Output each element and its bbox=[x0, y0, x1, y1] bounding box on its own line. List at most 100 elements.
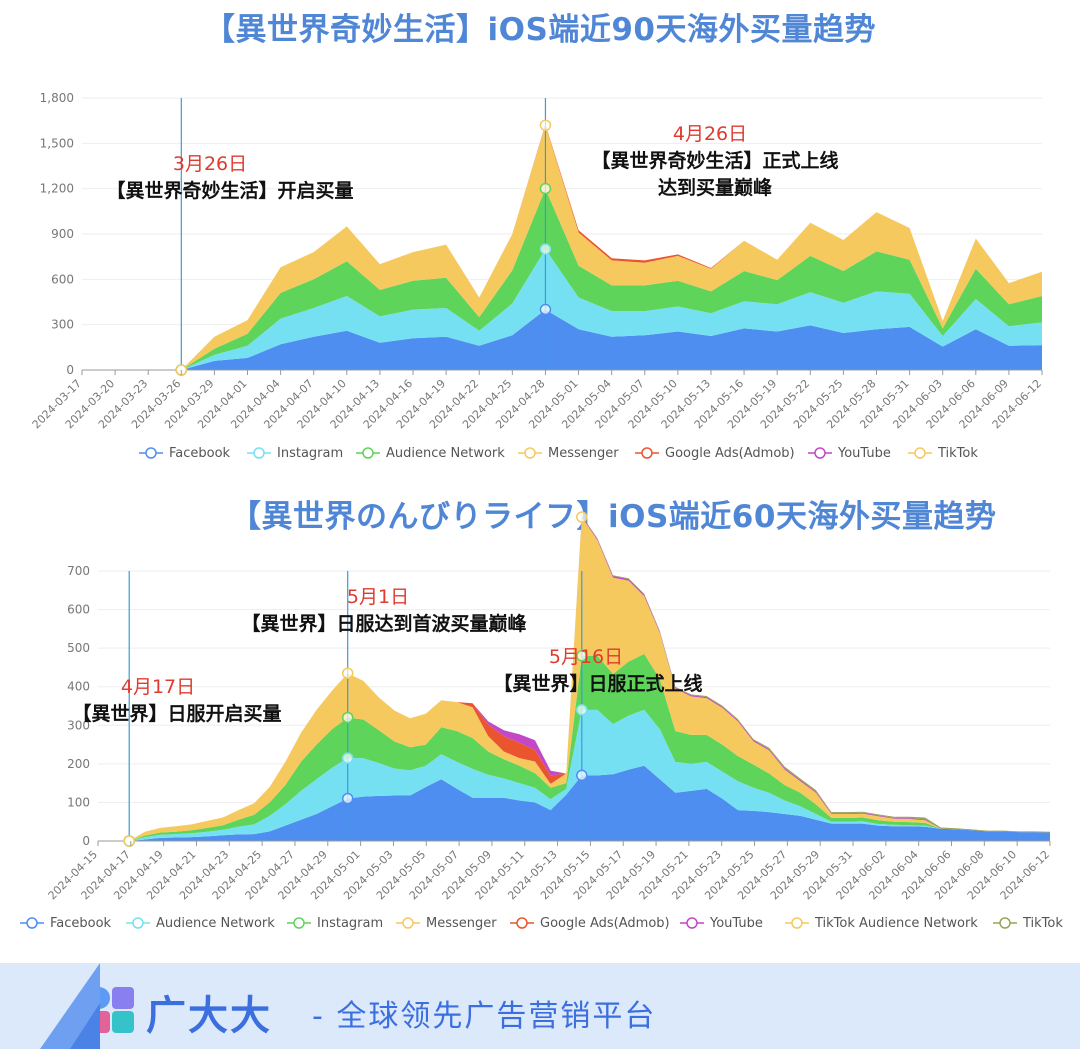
marker-dot bbox=[576, 769, 588, 782]
marker-dot bbox=[539, 243, 552, 255]
legend-label: Audience Network bbox=[386, 446, 505, 461]
legend-label: TikTok bbox=[937, 446, 978, 461]
chart-1: 03006009001,2001,5001,8002024-03-172024-… bbox=[30, 91, 1044, 461]
legend-label: Audience Network bbox=[156, 916, 275, 931]
legend-item: Facebook bbox=[139, 446, 231, 461]
annotation-date: 4月17日 bbox=[121, 676, 195, 698]
marker-dot bbox=[539, 182, 552, 195]
y-tick-label: 600 bbox=[67, 603, 90, 617]
annotation-text: 【異世界奇妙生活】开启买量 bbox=[106, 179, 353, 202]
area-series-2 bbox=[82, 188, 1042, 370]
annotation-text: 【異世界】日服达到首波买量巅峰 bbox=[241, 612, 527, 635]
legend-swatch-dot bbox=[293, 917, 305, 929]
y-tick-label: 1,500 bbox=[40, 136, 74, 150]
annotation-date: 4月26日 bbox=[673, 123, 747, 145]
legend-label: Google Ads(Admob) bbox=[540, 916, 670, 931]
marker-dot bbox=[576, 704, 588, 716]
legend-item: TikTok bbox=[908, 446, 978, 461]
legend-label: Instagram bbox=[277, 446, 343, 461]
legend-item: Audience Network bbox=[356, 446, 505, 461]
legend-swatch-dot bbox=[132, 917, 144, 929]
marker-dot bbox=[123, 835, 135, 847]
annotation-text-2: 达到买量巅峰 bbox=[658, 176, 773, 199]
area-series-0 bbox=[129, 765, 1050, 841]
legend-swatch-dot bbox=[402, 917, 414, 929]
legend-item: Google Ads(Admob) bbox=[510, 916, 670, 931]
y-tick-label: 0 bbox=[82, 834, 90, 848]
legend-item: Instagram bbox=[247, 446, 343, 461]
annotation-text: 【異世界】日服开启买量 bbox=[72, 702, 281, 725]
y-tick-label: 1,800 bbox=[40, 91, 74, 105]
legend-item: Audience Network bbox=[126, 916, 275, 931]
legend-swatch-dot bbox=[362, 447, 374, 459]
legend-label: Instagram bbox=[317, 916, 383, 931]
legend-swatch-dot bbox=[26, 917, 38, 929]
annotation-date: 5月1日 bbox=[347, 586, 409, 608]
legend-label: YouTube bbox=[709, 916, 763, 931]
chart-title-2: 【異世界のんびりライフ】iOS端近60天海外买量趋势 bbox=[230, 499, 997, 535]
area-series-3 bbox=[82, 125, 1042, 370]
area-series-1 bbox=[129, 709, 1050, 841]
marker-dot bbox=[539, 119, 552, 131]
area-series-0 bbox=[82, 309, 1042, 370]
y-tick-label: 300 bbox=[51, 318, 74, 332]
y-tick-label: 200 bbox=[67, 757, 90, 771]
y-tick-label: 1,200 bbox=[40, 182, 74, 196]
legend-swatch-dot bbox=[791, 917, 803, 929]
legend-swatch-dot bbox=[914, 447, 926, 459]
marker-dot bbox=[341, 711, 354, 724]
legend-item: Messenger bbox=[518, 446, 619, 461]
legend-swatch-dot bbox=[145, 447, 157, 459]
y-tick-label: 100 bbox=[67, 795, 90, 809]
y-tick-label: 700 bbox=[67, 564, 90, 578]
legend-label: Messenger bbox=[426, 916, 497, 931]
marker-dot bbox=[341, 667, 354, 679]
legend-item: TikTok Audience Network bbox=[785, 916, 978, 931]
footer-banner: 广大大 - 全球领先广告营销平台 bbox=[0, 963, 1080, 1049]
brand-slogan: - 全球领先广告营销平台 bbox=[312, 999, 657, 1034]
marker-dot bbox=[576, 650, 588, 662]
legend-label: Facebook bbox=[169, 446, 231, 461]
legend-swatch-dot bbox=[814, 447, 826, 459]
chart-2: 01002003004005006007002024-04-152024-04-… bbox=[20, 511, 1063, 931]
legend-label: TikTok bbox=[1022, 916, 1063, 931]
legend-label: Google Ads(Admob) bbox=[665, 446, 795, 461]
annotation-text: 【異世界】日服正式上线 bbox=[493, 672, 702, 695]
chart-title-1: 【異世界奇妙生活】iOS端近90天海外买量趋势 bbox=[204, 12, 876, 48]
legend-label: Messenger bbox=[548, 446, 619, 461]
marker-dot bbox=[576, 511, 588, 523]
legend-swatch-dot bbox=[516, 917, 528, 929]
legend-label: YouTube bbox=[837, 446, 891, 461]
legend-item: Google Ads(Admob) bbox=[635, 446, 795, 461]
legend-swatch-dot bbox=[686, 917, 698, 929]
legend-label: TikTok Audience Network bbox=[814, 916, 978, 931]
brand-name: 广大大 bbox=[146, 993, 272, 1039]
legend-item: Instagram bbox=[287, 916, 383, 931]
y-tick-label: 600 bbox=[51, 272, 74, 286]
area-series-3 bbox=[129, 517, 1050, 841]
legend-item: Messenger bbox=[396, 916, 497, 931]
y-tick-label: 900 bbox=[51, 227, 74, 241]
corner-decoration bbox=[40, 963, 100, 1049]
y-tick-label: 300 bbox=[67, 718, 90, 732]
legend-swatch-dot bbox=[999, 917, 1011, 929]
legend-swatch-dot bbox=[253, 447, 265, 459]
area-series-2 bbox=[129, 653, 1050, 841]
legend-item: Facebook bbox=[20, 916, 112, 931]
legend-swatch-dot bbox=[524, 447, 536, 459]
legend-item: YouTube bbox=[680, 916, 763, 931]
marker-dot bbox=[539, 303, 552, 316]
legend-item: YouTube bbox=[808, 446, 891, 461]
y-tick-label: 0 bbox=[66, 363, 74, 377]
legend-item: TikTok bbox=[993, 916, 1063, 931]
area-series-1 bbox=[82, 249, 1042, 370]
annotation-date: 5月16日 bbox=[549, 646, 623, 668]
marker-dot bbox=[341, 752, 354, 764]
y-tick-label: 400 bbox=[67, 680, 90, 694]
annotation-date: 3月26日 bbox=[173, 153, 247, 175]
legend-swatch-dot bbox=[641, 447, 653, 459]
y-tick-label: 500 bbox=[67, 641, 90, 655]
annotation-text: 【異世界奇妙生活】正式上线 bbox=[591, 149, 838, 172]
legend-label: Facebook bbox=[50, 916, 112, 931]
marker-dot bbox=[341, 792, 354, 805]
